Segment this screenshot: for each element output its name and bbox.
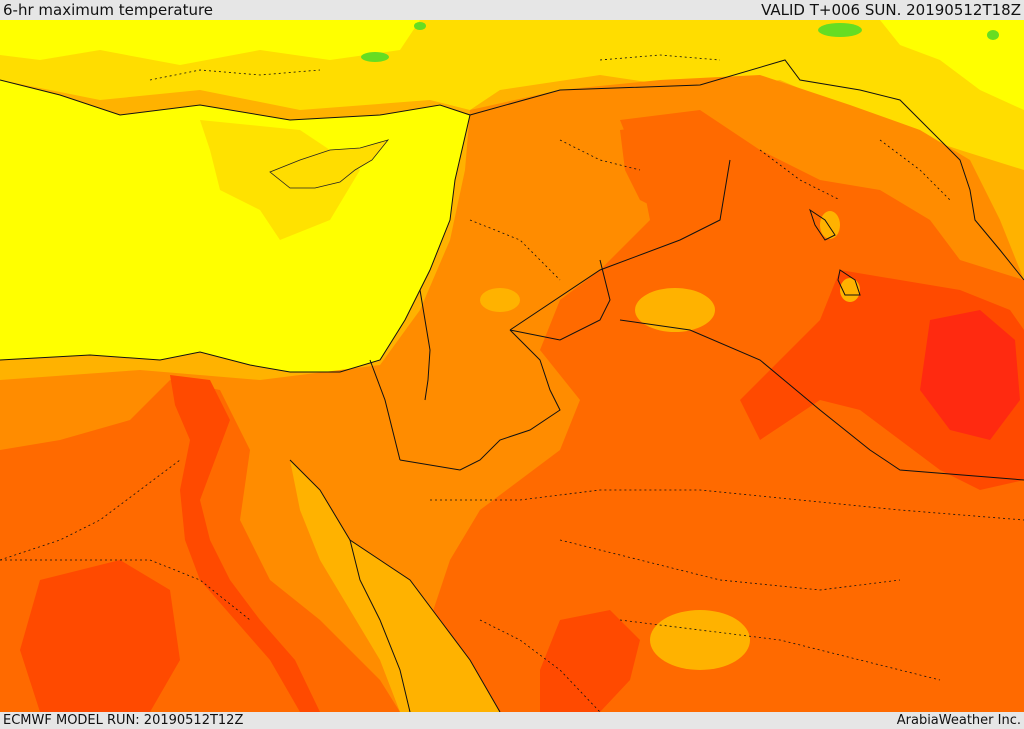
iraq-hot bbox=[430, 110, 1024, 712]
north-yellow-patches bbox=[0, 20, 1024, 110]
warm-blob bbox=[635, 288, 715, 332]
cyprus bbox=[269, 139, 390, 189]
warm-blob bbox=[840, 278, 860, 302]
temperature-map[interactable] bbox=[0, 20, 1024, 712]
saudi-hot-patch bbox=[540, 610, 640, 712]
north-band bbox=[0, 20, 1024, 170]
green-patch bbox=[987, 30, 999, 40]
warm-blob bbox=[480, 288, 520, 312]
egypt-deep bbox=[20, 560, 180, 712]
warm-blob bbox=[650, 610, 750, 670]
valid-time: VALID T+006 SUN. 20190512T18Z bbox=[761, 1, 1021, 19]
green-patch bbox=[361, 52, 389, 62]
nile-band bbox=[170, 375, 320, 712]
map-title: 6-hr maximum temperature bbox=[3, 1, 214, 19]
political-borders bbox=[369, 59, 1024, 481]
green-patch bbox=[818, 23, 862, 37]
red-sea bbox=[290, 460, 500, 712]
coastlines bbox=[0, 79, 861, 712]
map-header: 6-hr maximum temperature VALID T+006 SUN… bbox=[0, 0, 1024, 20]
map-footer: ECMWF MODEL RUN: 20190512T12Z ArabiaWeat… bbox=[0, 712, 1024, 729]
warm-blob bbox=[820, 211, 840, 239]
syria-hot bbox=[620, 120, 730, 220]
province-lines bbox=[0, 54, 1024, 712]
deep-red-core bbox=[920, 310, 1020, 440]
credit: ArabiaWeather Inc. bbox=[896, 713, 1021, 728]
model-run: ECMWF MODEL RUN: 20190512T12Z bbox=[3, 713, 244, 728]
temperature-field bbox=[0, 20, 1024, 712]
green-patch bbox=[414, 22, 426, 30]
